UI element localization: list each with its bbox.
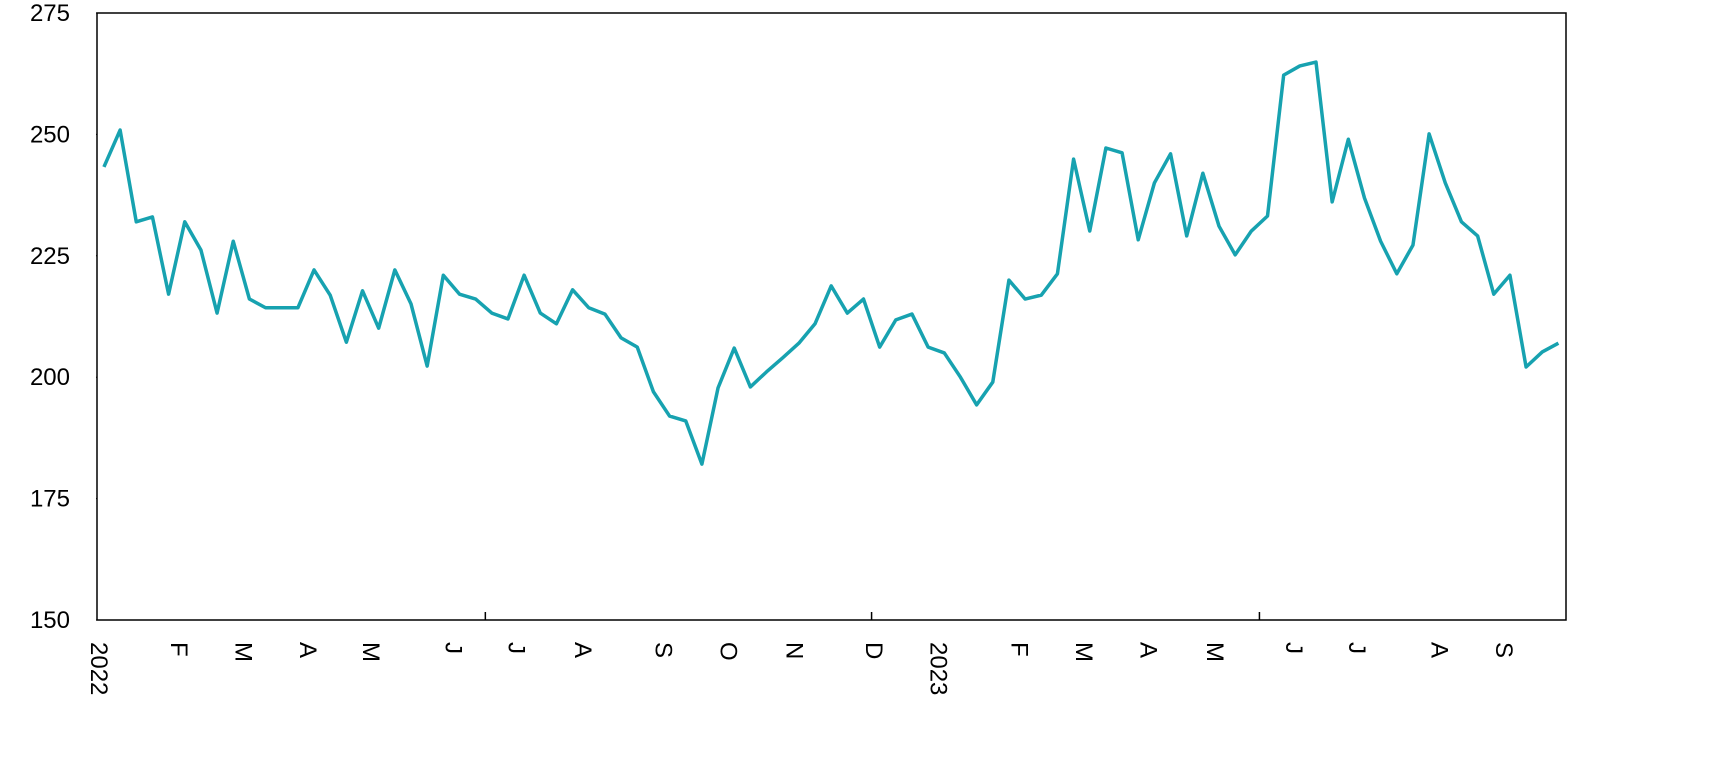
x-tick-label: M — [1070, 642, 1097, 662]
x-tick-label: F — [165, 642, 192, 657]
x-tick-label: M — [1201, 642, 1228, 662]
x-tick-label: S — [650, 642, 677, 658]
x-tick-label: 2022 — [85, 642, 112, 695]
x-tick-label: 2023 — [924, 642, 951, 695]
y-tick-label: 225 — [30, 243, 70, 270]
x-tick-label: A — [1425, 642, 1452, 658]
x-tick-label: M — [357, 642, 384, 662]
x-tick-label: N — [781, 642, 808, 659]
x-tick-label: A — [569, 642, 596, 658]
x-tick-label: F — [1005, 642, 1032, 657]
y-tick-label: 150 — [30, 607, 70, 634]
x-tick-label: O — [714, 642, 741, 661]
x-tick-label: D — [860, 642, 887, 659]
x-tick-label: J — [503, 642, 530, 654]
y-tick-label: 275 — [30, 0, 70, 27]
x-tick-label: A — [294, 642, 321, 658]
x-tick-label: J — [1343, 642, 1370, 654]
y-tick-label: 200 — [30, 364, 70, 391]
x-tick-label: A — [1135, 642, 1162, 658]
x-tick-label: S — [1490, 642, 1517, 658]
y-tick-label: 250 — [30, 121, 70, 148]
line-series — [102, 60, 1560, 466]
x-tick-label: M — [230, 642, 257, 662]
x-tick-label: J — [1280, 642, 1307, 654]
plot-frame — [96, 12, 1567, 621]
x-tick-label: J — [440, 642, 467, 654]
y-tick-label: 175 — [30, 486, 70, 513]
